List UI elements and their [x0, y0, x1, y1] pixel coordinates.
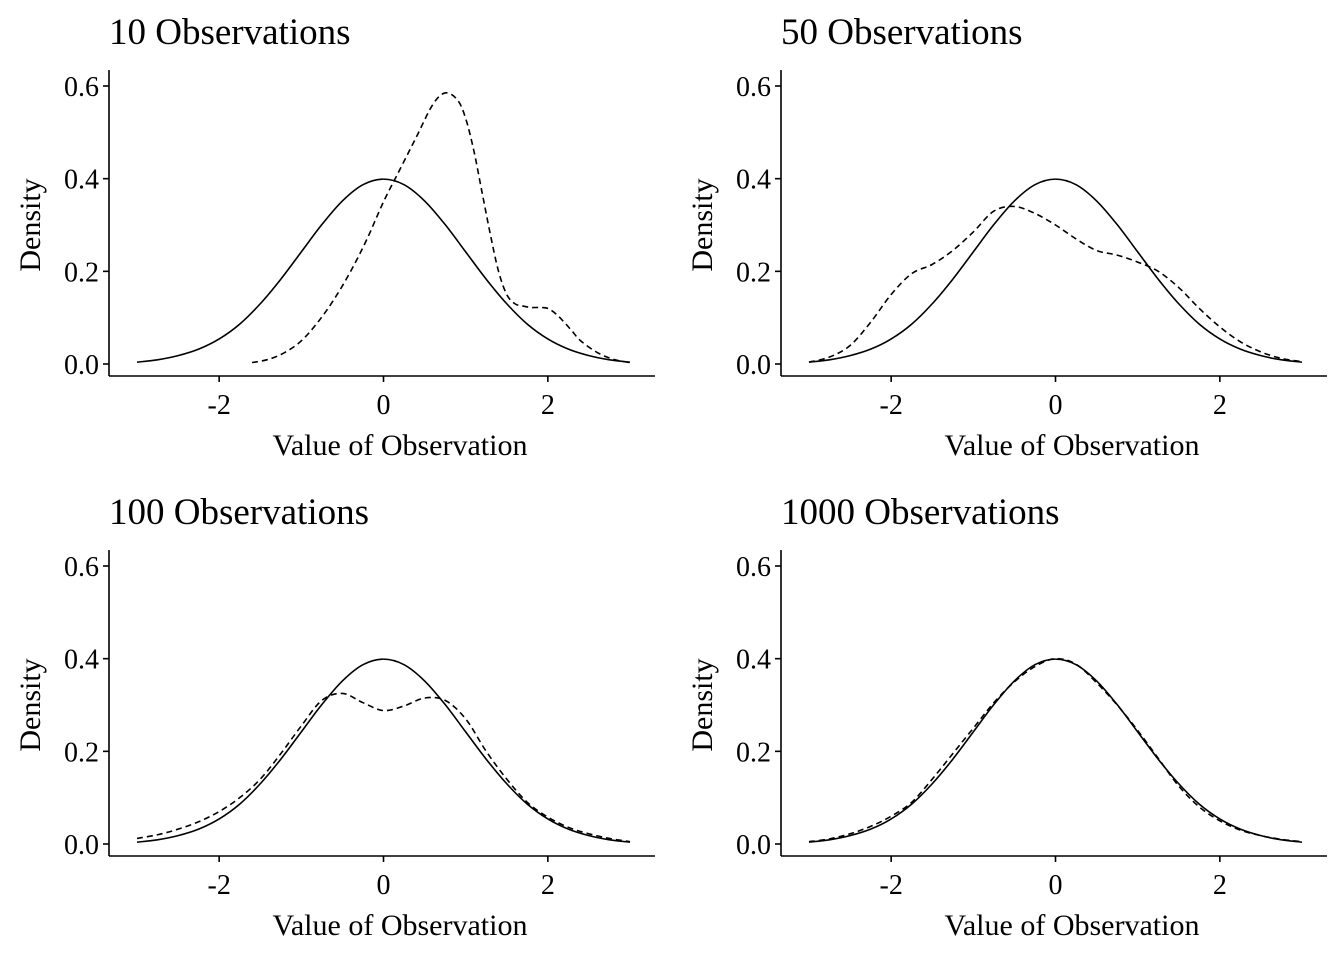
y-tick-label: 0.0 [736, 830, 771, 861]
y-tick-label: 0.6 [64, 72, 99, 103]
x-tick-label: 2 [541, 390, 555, 421]
panel-title: 1000 Observations [781, 492, 1060, 533]
x-tick-label: 0 [1049, 390, 1063, 421]
y-tick-label: 0.6 [736, 552, 771, 583]
y-tick-label: 0.6 [736, 72, 771, 103]
y-tick-label: 0.0 [736, 350, 771, 381]
chart-panel-3: 100 Observations 0.0 0.2 0.4 0.6 -2 0 2 Value of… [14, 492, 655, 942]
y-axis-label: Density [686, 658, 719, 751]
chart-panel-1: 10 Observations 0.0 0.2 0.4 0.6 -2 0 2 Value of … [14, 12, 655, 462]
x-tick-label: 2 [1213, 870, 1227, 901]
x-axis-label: Value of Observation [945, 429, 1200, 462]
y-tick-label: 0.6 [64, 552, 99, 583]
series-dashed-line [136, 692, 631, 843]
series-solid-line [808, 658, 1303, 843]
x-tick-label: 0 [1049, 870, 1063, 901]
panel-title: 50 Observations [781, 12, 1023, 53]
panel-title: 100 Observations [109, 492, 369, 533]
y-tick-label: 0.4 [736, 645, 771, 676]
series-solid-line [136, 178, 631, 363]
y-tick-label: 0.2 [736, 257, 771, 288]
x-tick-label: 0 [377, 390, 391, 421]
y-tick-label: 0.4 [64, 165, 99, 196]
y-axis-label: Density [686, 178, 719, 271]
x-axis-label: Value of Observation [273, 909, 528, 942]
y-tick-label: 0.4 [736, 165, 771, 196]
series-dashed-line [251, 92, 631, 364]
y-tick-label: 0.0 [64, 350, 99, 381]
x-tick-label: -2 [208, 390, 231, 421]
y-tick-label: 0.2 [64, 737, 99, 768]
y-axis-label: Density [14, 658, 47, 751]
x-axis-label: Value of Observation [273, 429, 528, 462]
x-tick-label: -2 [880, 390, 903, 421]
series-dashed-line [808, 205, 1303, 363]
y-tick-label: 0.0 [64, 830, 99, 861]
x-tick-label: -2 [880, 870, 903, 901]
x-tick-label: -2 [208, 870, 231, 901]
x-tick-label: 2 [1213, 390, 1227, 421]
series-solid-line [808, 178, 1303, 363]
y-axis-label: Density [14, 178, 47, 271]
series-solid-line [136, 658, 631, 843]
y-tick-label: 0.2 [736, 737, 771, 768]
y-tick-label: 0.4 [64, 645, 99, 676]
x-tick-label: 0 [377, 870, 391, 901]
x-tick-label: 2 [541, 870, 555, 901]
y-tick-label: 0.2 [64, 257, 99, 288]
panel-title: 10 Observations [109, 12, 351, 53]
chart-panel-4: 1000 Observations 0.0 0.2 0.4 0.6 -2 0 2 Value o… [686, 492, 1327, 942]
x-axis-label: Value of Observation [945, 909, 1200, 942]
chart-panel-2: 50 Observations 0.0 0.2 0.4 0.6 -2 0 2 Value of … [686, 12, 1327, 462]
series-dashed-line [808, 657, 1303, 843]
